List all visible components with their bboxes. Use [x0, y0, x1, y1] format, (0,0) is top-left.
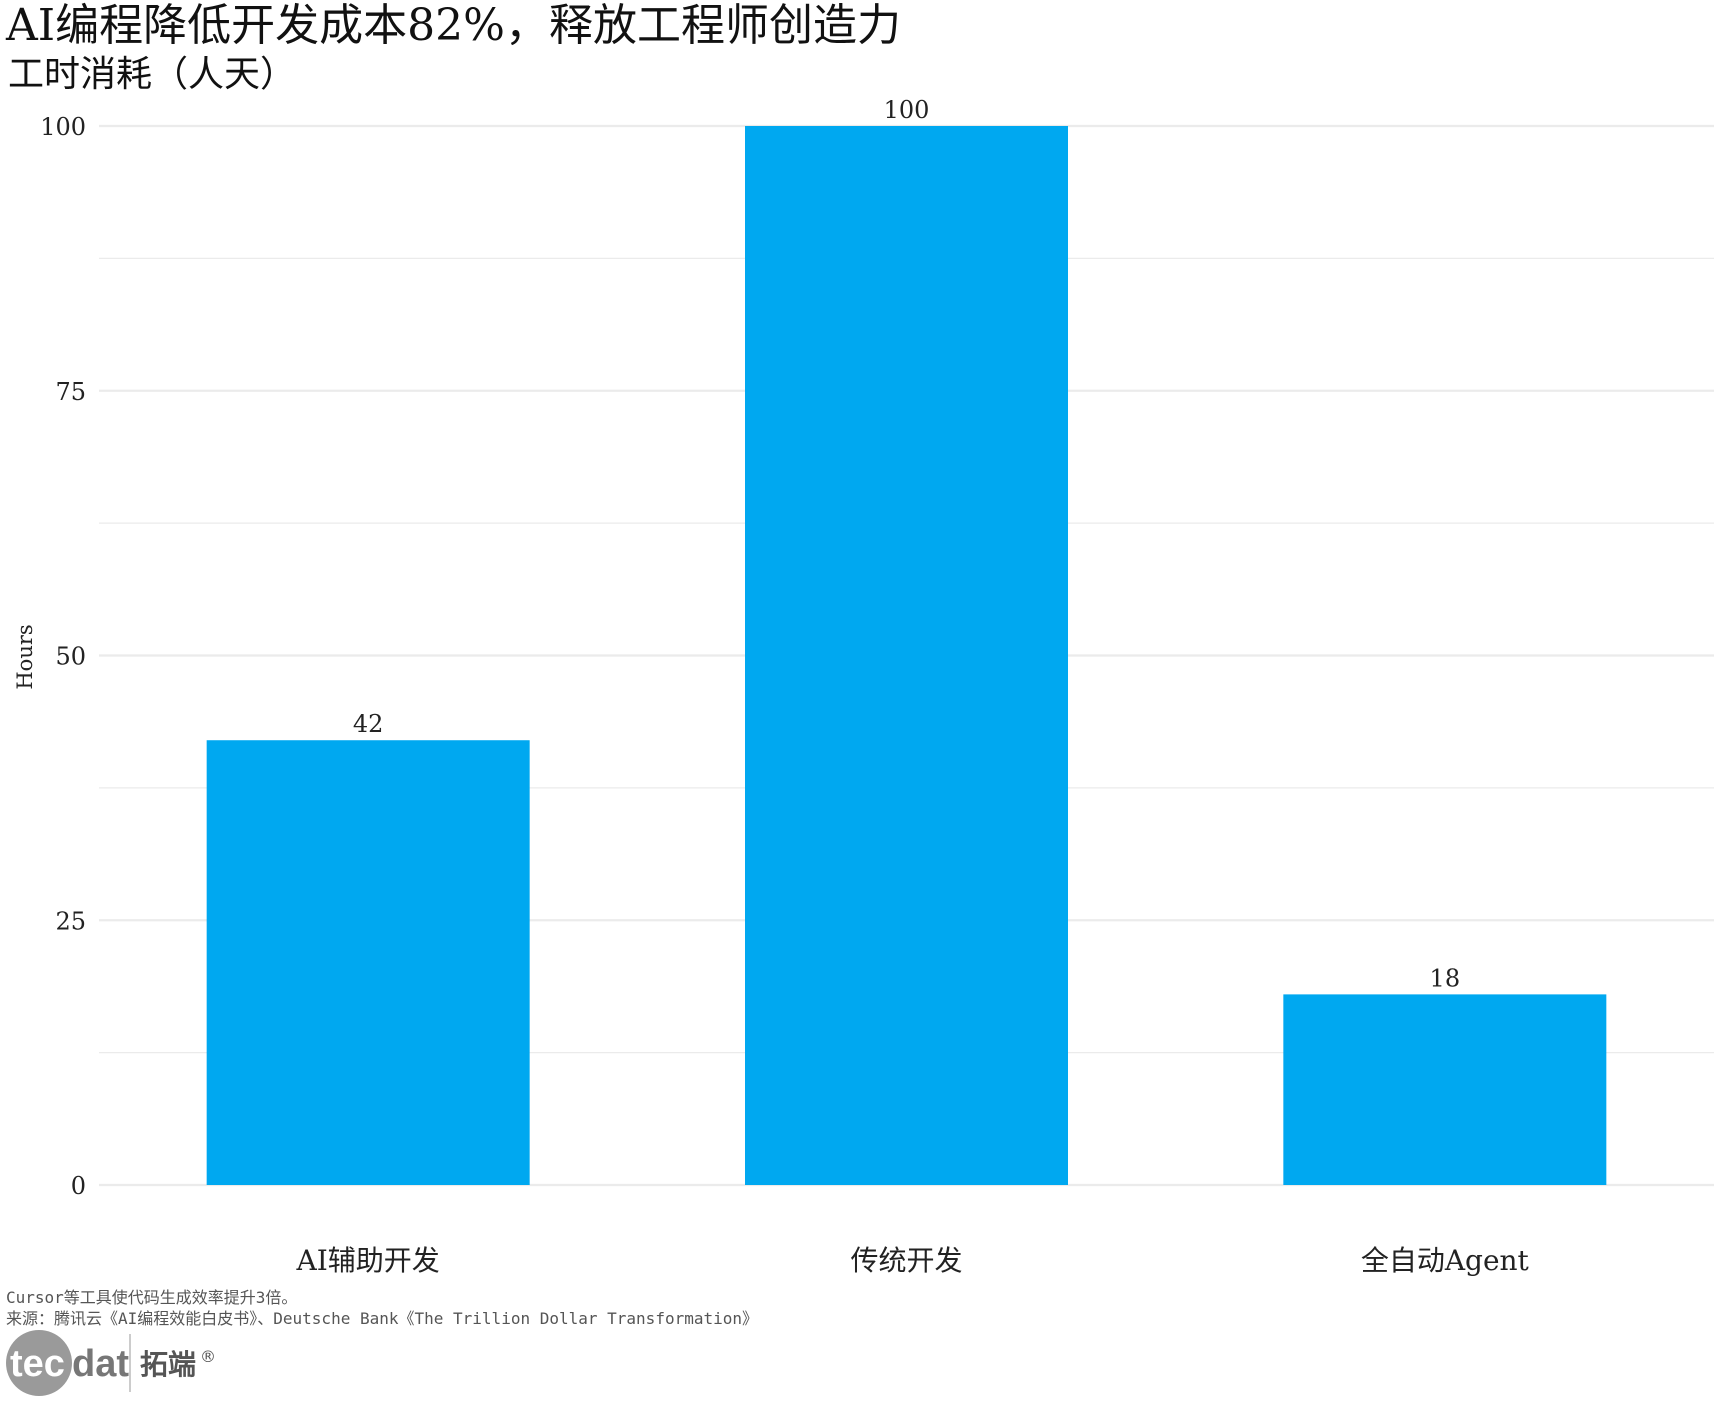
y-tick-label: 100	[40, 113, 86, 141]
svg-text:拓端: 拓端	[140, 1348, 196, 1381]
y-tick-label: 25	[55, 907, 86, 935]
svg-text:®: ®	[200, 1347, 216, 1366]
x-category-label: 全自动Agent	[1361, 1244, 1530, 1277]
bar-3	[1283, 994, 1607, 1185]
x-category-label: 传统开发	[850, 1244, 962, 1277]
source-note: 来源：腾讯云《AI编程效能白皮书》、Deutsche Bank《The Tril…	[6, 1309, 759, 1328]
svg-text:dat: dat	[72, 1343, 129, 1385]
x-category-label: AI辅助开发	[296, 1244, 440, 1277]
caption: Cursor等工具使代码生成效率提升3倍。	[6, 1288, 298, 1307]
chart-subtitle: 工时消耗（人天）	[8, 54, 297, 95]
y-tick-label: 0	[71, 1172, 86, 1200]
bar-1	[206, 740, 530, 1185]
svg-text:tec: tec	[10, 1343, 65, 1385]
data-label: 18	[1430, 964, 1461, 992]
chart-title: AI编程降低开发成本82%，释放工程师创造力	[6, 0, 901, 51]
y-axis-title: Hours	[13, 624, 37, 689]
bar-2	[745, 126, 1068, 1185]
y-tick-label: 50	[55, 643, 86, 671]
data-label: 100	[884, 96, 930, 124]
bar-chart: 0 25 50 75 100 42 AI辅助开发 100 传统开发 18 全自动Agent Hours	[13, 96, 1714, 1277]
data-label: 42	[353, 710, 384, 738]
tecdat-logo: tec dat 拓端 ®	[4, 1328, 234, 1398]
y-tick-label: 75	[55, 378, 86, 406]
